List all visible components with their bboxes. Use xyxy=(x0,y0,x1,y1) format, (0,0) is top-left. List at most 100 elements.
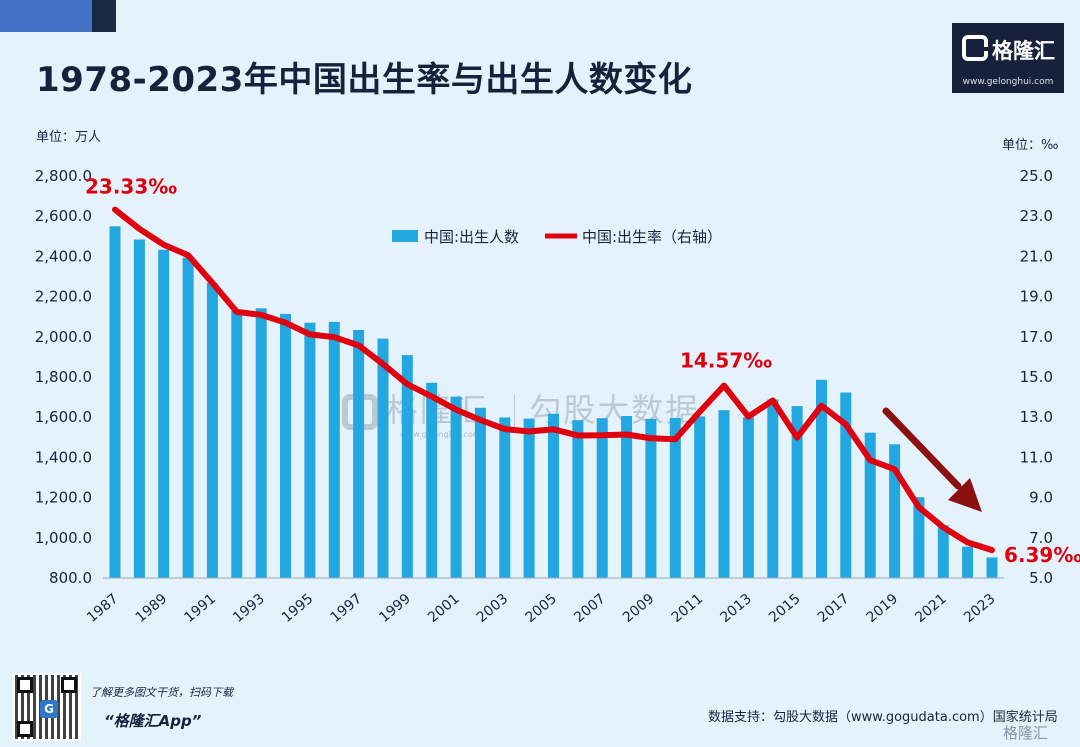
line-series xyxy=(112,206,995,554)
bar-2014 xyxy=(767,399,779,578)
logo-name: 格隆汇 xyxy=(992,39,1055,63)
x-tick-label: 1993 xyxy=(230,591,268,626)
left-tick-label: 1,800.0 xyxy=(35,368,92,386)
x-axis: 1987 1989 1991 1993 1995 1997 1999 2001 2003 2005… xyxy=(84,577,1004,626)
x-tick-label: 2011 xyxy=(669,591,707,626)
annotation-label: 23.33‰ xyxy=(85,175,177,199)
left-tick-label: 2,800.0 xyxy=(35,167,92,185)
bar-1989 xyxy=(158,249,170,579)
bar-2012 xyxy=(718,410,730,578)
legend: 中国:出生人数 中国:出生率（右轴） xyxy=(392,228,722,246)
top-accent-bar xyxy=(0,0,92,32)
left-tick-label: 1,600.0 xyxy=(35,408,92,426)
bar-1995 xyxy=(304,322,316,578)
bar-2009 xyxy=(645,418,657,578)
bar-2006 xyxy=(572,420,584,578)
x-tick-label: 2015 xyxy=(766,591,804,626)
bar-2016 xyxy=(816,379,827,578)
promo-app-name: “格隆汇App” xyxy=(104,712,202,730)
left-tick-label: 2,600.0 xyxy=(35,207,92,225)
left-tick-label: 2,400.0 xyxy=(35,247,92,265)
left-tick-label: 1,000.0 xyxy=(35,529,92,547)
bar-1992 xyxy=(231,310,243,578)
data-source: 数据支持：勾股大数据（www.gogudata.com）国家统计局 xyxy=(708,710,1058,725)
x-tick-label: 1997 xyxy=(328,591,366,626)
left-tick-label: 800.0 xyxy=(49,569,92,587)
x-tick-label: 1987 xyxy=(84,591,122,626)
annotations: 23.33‰ 14.57‰ 6.39‰ xyxy=(85,175,1080,567)
trend-arrow xyxy=(882,407,982,512)
bar-1999 xyxy=(401,355,413,578)
right-axis: 25.0 23.0 21.0 19.0 17.0 15.0 13.0 11.0 9.0 7.0 5.… xyxy=(1020,167,1053,587)
x-tick-label: 1991 xyxy=(181,591,219,626)
bar-2022 xyxy=(962,546,974,578)
right-tick-label: 5.0 xyxy=(1029,569,1053,587)
x-tick-label: 1999 xyxy=(376,591,414,626)
bar-1987 xyxy=(109,226,121,579)
bar-2010 xyxy=(669,418,681,578)
annotation-label: 6.39‰ xyxy=(1004,543,1080,567)
corner-logo: 格隆汇 xyxy=(1003,724,1049,742)
annotation-label: 14.57‰ xyxy=(680,349,772,373)
right-tick-label: 13.0 xyxy=(1020,408,1053,426)
bar-2018 xyxy=(864,432,876,578)
bar-2011 xyxy=(694,416,706,578)
arrow-head xyxy=(948,478,982,512)
arrow-shaft xyxy=(882,407,962,490)
right-tick-label: 15.0 xyxy=(1020,368,1053,386)
right-tick-label: 23.0 xyxy=(1020,207,1053,225)
logo-g-icon xyxy=(962,35,988,61)
left-tick-label: 1,200.0 xyxy=(35,489,92,507)
bar-series xyxy=(109,226,998,579)
right-tick-label: 11.0 xyxy=(1020,448,1053,466)
legend-label-line: 中国:出生率（右轴） xyxy=(582,228,722,246)
promo-text: 了解更多图文干货，扫码下载 xyxy=(90,686,233,699)
bar-2021 xyxy=(937,525,949,578)
right-tick-label: 19.0 xyxy=(1020,288,1053,306)
bar-1996 xyxy=(328,321,340,578)
right-tick-label: 7.0 xyxy=(1029,529,1053,547)
bar-2020 xyxy=(913,497,925,578)
bar-2005 xyxy=(548,413,559,578)
bar-1990 xyxy=(182,257,194,578)
left-tick-label: 2,000.0 xyxy=(35,328,92,346)
bar-1998 xyxy=(377,338,389,578)
chart-title: 1978-2023年中国出生率与出生人数变化 xyxy=(36,60,693,100)
legend-label-bar: 中国:出生人数 xyxy=(424,228,519,246)
x-tick-label: 2003 xyxy=(474,591,512,626)
bar-1988 xyxy=(133,239,145,578)
x-tick-label: 2001 xyxy=(425,591,463,626)
left-tick-label: 2,200.0 xyxy=(35,288,92,306)
bar-2013 xyxy=(742,417,754,578)
qr-g-icon: G xyxy=(40,700,58,718)
x-tick-label: 1995 xyxy=(279,591,317,626)
x-tick-label: 2021 xyxy=(912,591,950,626)
bar-2008 xyxy=(621,416,633,578)
bar-2007 xyxy=(596,418,608,578)
bar-2004 xyxy=(523,418,535,578)
left-axis: 2,800.0 2,600.0 2,400.0 2,200.0 2,000.0 1,800… xyxy=(35,167,92,587)
bar-1991 xyxy=(206,282,218,578)
birth-rate-line xyxy=(112,206,995,554)
top-accent-bar-dark xyxy=(92,0,116,32)
x-tick-label: 1989 xyxy=(133,591,171,626)
x-tick-label: 2013 xyxy=(717,591,755,626)
left-tick-label: 1,400.0 xyxy=(35,448,92,466)
bar-2001 xyxy=(450,396,462,578)
bar-1993 xyxy=(255,308,267,578)
bar-2002 xyxy=(474,407,486,578)
bar-2015 xyxy=(791,406,803,578)
x-tick-label: 2017 xyxy=(815,591,853,626)
x-tick-label: 2005 xyxy=(522,591,560,626)
x-tick-label: 2019 xyxy=(864,591,902,626)
x-tick-label: 2007 xyxy=(571,591,609,626)
qr-code: G xyxy=(13,673,81,741)
x-tick-label: 2009 xyxy=(620,591,658,626)
bar-2003 xyxy=(499,417,511,578)
right-tick-label: 9.0 xyxy=(1029,489,1053,507)
right-tick-label: 17.0 xyxy=(1020,328,1053,346)
right-tick-label: 21.0 xyxy=(1020,247,1053,265)
bar-2000 xyxy=(426,382,438,578)
bar-2023 xyxy=(986,557,998,578)
